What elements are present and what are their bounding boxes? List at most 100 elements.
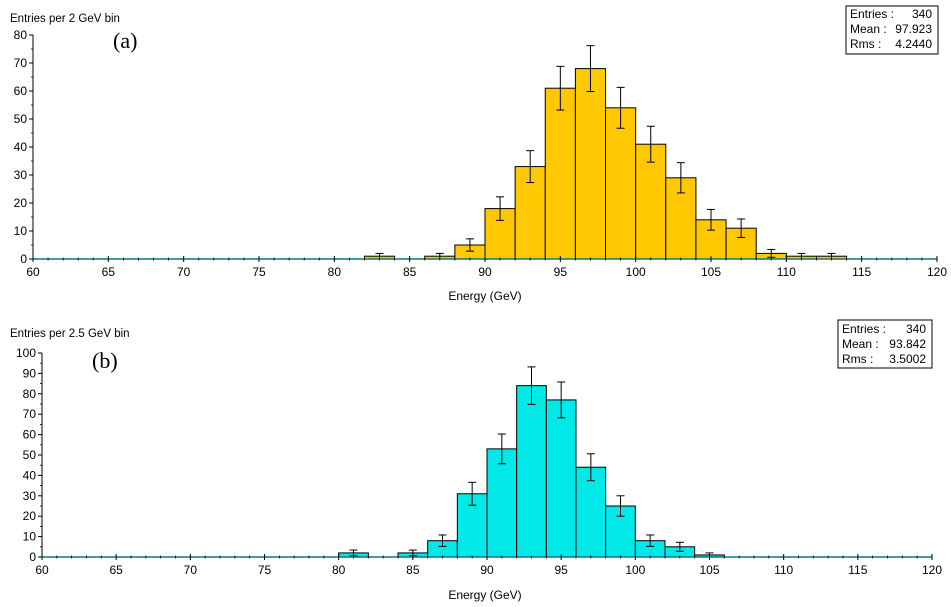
- panel-b-tag: (b): [92, 348, 118, 373]
- panel-a-y-tick-label: 30: [14, 168, 28, 182]
- panel-b-y-tick-label: 90: [23, 366, 37, 380]
- panel-a-bar: [574, 68, 607, 260]
- panel-b-y-tick-label: 50: [23, 448, 37, 462]
- panel-a-rms-value: 4.2440: [895, 37, 932, 51]
- panel-a-error-bar: [676, 162, 685, 194]
- panel-a-y-tick-label: 40: [14, 140, 28, 154]
- panel-a-x-tick-label: 70: [177, 265, 191, 279]
- panel-b-y-tick-label: 100: [16, 346, 36, 360]
- panel-a-bar: [605, 107, 637, 260]
- panel-a: Entries per 2 GeV bin (a) Energy (GeV) E…: [10, 5, 948, 303]
- panel-a-xlabel: Energy (GeV): [448, 289, 521, 303]
- panel-b-y-tick-label: 10: [23, 530, 37, 544]
- panel-b-axes: 60 65 70 75 80 85 90 95 100 105 110 115 120 0 10 20 30 40…: [16, 346, 942, 577]
- panel-b-entries-value: 340: [906, 322, 926, 336]
- panel-b: Entries per 2.5 GeV bin (b) Energy (GeV)…: [10, 319, 942, 602]
- panel-a-x-tick-label: 95: [554, 265, 568, 279]
- panel-a-mean-value: 97.923: [895, 22, 932, 36]
- panel-a-y-tick-label: 70: [14, 56, 28, 70]
- panel-a-entries-label: Entries :: [850, 7, 894, 21]
- panel-a-x-tick-label: 80: [328, 265, 342, 279]
- panel-b-y-tick-label: 70: [23, 407, 37, 421]
- panel-a-rms-label: Rms :: [850, 37, 881, 51]
- panel-b-error-bar: [675, 541, 684, 552]
- panel-b-bar: [545, 399, 577, 558]
- panel-b-x-tick-label: 95: [554, 563, 568, 577]
- panel-b-stats-box: Entries : 340 Mean : 93.842 Rms : 3.5002: [837, 319, 933, 369]
- panel-a-entries-value: 340: [912, 7, 932, 21]
- panel-a-error-bar: [707, 208, 715, 231]
- panel-b-bars: [338, 385, 725, 558]
- panel-a-x-tick-label: 75: [252, 265, 266, 279]
- panel-a-error-bar: [646, 125, 655, 163]
- panel-b-x-tick-label: 90: [480, 563, 494, 577]
- panel-a-x-tick-label: 90: [478, 265, 492, 279]
- panel-a-mean-label: Mean :: [850, 22, 887, 36]
- panel-a-axes: 60 65 70 75 80 85 90 95 100 105 110 115 120 0 10 20 30 40…: [14, 28, 948, 279]
- panel-b-entries-label: Entries :: [842, 322, 886, 336]
- panel-b-error-bars: [349, 366, 714, 558]
- panel-a-error-bar: [465, 238, 474, 252]
- panel-b-x-tick-label: 85: [406, 563, 420, 577]
- panel-b-x-tick-label: 60: [35, 563, 49, 577]
- panel-a-y-tick-label: 20: [14, 196, 28, 210]
- panel-b-error-bar: [586, 453, 595, 482]
- panel-a-error-bar: [526, 150, 535, 184]
- panel-b-x-tick-label: 105: [699, 563, 719, 577]
- panel-b-error-bar: [616, 495, 625, 517]
- panel-b-bar: [486, 448, 518, 558]
- panel-a-error-bar: [616, 86, 625, 129]
- panel-a-error-bar: [496, 196, 505, 221]
- panel-b-x-tick-label: 115: [848, 563, 867, 577]
- panel-a-ylabel: Entries per 2 GeV bin: [10, 13, 120, 25]
- panel-b-rms-value: 3.5002: [889, 352, 926, 366]
- panel-b-x-tick-label: 100: [625, 563, 645, 577]
- panel-a-error-bar: [586, 45, 595, 93]
- panel-a-x-tick-label: 60: [26, 265, 40, 279]
- panel-a-y-tick-label: 80: [14, 28, 28, 42]
- panel-a-bar: [544, 87, 576, 260]
- panel-b-error-bar: [646, 534, 655, 547]
- panel-b-x-tick-label: 120: [922, 563, 942, 577]
- panel-b-y-tick-label: 30: [23, 489, 37, 503]
- panel-a-x-tick-label: 115: [852, 265, 871, 279]
- panel-b-mean-label: Mean :: [842, 337, 879, 351]
- panel-a-error-bar: [767, 248, 776, 258]
- panel-b-x-tick-label: 110: [774, 563, 793, 577]
- panel-a-y-tick-label: 0: [20, 252, 27, 266]
- panel-a-x-tick-label: 100: [626, 265, 646, 279]
- panel-b-ylabel: Entries per 2.5 GeV bin: [10, 328, 130, 340]
- panel-a-error-bar: [556, 65, 565, 111]
- panel-b-x-tick-label: 80: [332, 563, 346, 577]
- panel-b-x-tick-label: 65: [109, 563, 123, 577]
- panel-b-rms-label: Rms :: [842, 352, 873, 366]
- panel-b-error-bar: [468, 481, 477, 506]
- panel-b-y-tick-label: 60: [23, 428, 37, 442]
- panel-a-x-tick-label: 110: [777, 265, 796, 279]
- panel-b-y-tick-label: 40: [23, 468, 37, 482]
- panel-b-y-tick-label: 80: [23, 387, 37, 401]
- panel-a-error-bar: [737, 218, 746, 238]
- panel-b-bar: [516, 385, 547, 558]
- panel-a-bars: [363, 68, 848, 260]
- panel-b-error-bar: [527, 366, 536, 405]
- panel-a-tag: (a): [113, 28, 137, 53]
- panel-b-x-tick-label: 70: [184, 563, 198, 577]
- panel-a-y-tick-label: 50: [14, 112, 28, 126]
- panel-a-x-tick-label: 105: [701, 265, 721, 279]
- panel-a-y-tick-label: 10: [14, 224, 28, 238]
- panel-b-x-tick-label: 75: [258, 563, 272, 577]
- panel-b-y-tick-label: 20: [23, 509, 37, 523]
- panel-a-y-tick-label: 60: [14, 84, 28, 98]
- panel-a-x-tick-label: 120: [927, 265, 947, 279]
- panel-a-stats-box: Entries : 340 Mean : 97.923 Rms : 4.2440: [845, 5, 939, 55]
- panel-b-y-tick-label: 0: [29, 550, 36, 564]
- panel-b-mean-value: 93.842: [889, 337, 926, 351]
- panel-b-error-bar: [557, 381, 566, 419]
- panel-a-x-tick-label: 65: [102, 265, 116, 279]
- panel-a-x-tick-label: 85: [403, 265, 417, 279]
- panel-b-xlabel: Energy (GeV): [448, 588, 521, 602]
- panel-b-error-bar: [497, 433, 506, 465]
- panel-b-error-bar: [438, 534, 447, 547]
